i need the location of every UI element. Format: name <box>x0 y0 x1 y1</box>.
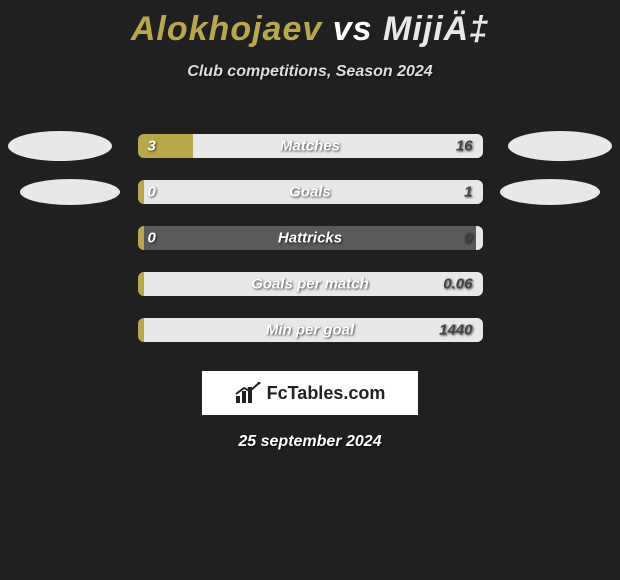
vs-text: vs <box>333 10 373 48</box>
stats-container: 3 16 Matches 0 1 Goals 0 0 Hattricks 0.06 Goals pe… <box>0 123 620 353</box>
player2-avatar-placeholder <box>508 131 612 161</box>
stat-bar: 0.06 Goals per match <box>138 272 483 296</box>
stat-value-right: 16 <box>456 138 473 155</box>
stat-label: Goals per match <box>251 276 369 293</box>
player1-avatar-placeholder <box>20 179 120 205</box>
stat-bar: 1440 Min per goal <box>138 318 483 342</box>
stat-value-left: 0 <box>148 230 156 247</box>
stat-bar-left <box>138 134 193 158</box>
fctables-logo[interactable]: FcTables.com <box>202 371 418 415</box>
chart-icon <box>235 382 261 404</box>
stat-label: Goals <box>289 184 331 201</box>
stat-value-right: 1440 <box>439 322 472 339</box>
stat-row: 0.06 Goals per match <box>0 261 620 307</box>
stat-bar: 3 16 Matches <box>138 134 483 158</box>
logo-text: FcTables.com <box>267 383 386 404</box>
stat-label: Matches <box>280 138 340 155</box>
stat-row: 1440 Min per goal <box>0 307 620 353</box>
stat-bar-left <box>138 180 145 204</box>
stat-value-right: 0.06 <box>443 276 472 293</box>
player1-name: Alokhojaev <box>131 10 322 48</box>
stat-bar: 0 1 Goals <box>138 180 483 204</box>
stat-label: Hattricks <box>278 230 342 247</box>
stat-value-left: 0 <box>148 184 156 201</box>
player2-name: MijiÄ‡ <box>383 10 489 48</box>
stat-row: 0 0 Hattricks <box>0 215 620 261</box>
stat-label: Min per goal <box>266 322 354 339</box>
stat-value-left: 3 <box>148 138 156 155</box>
stat-bar-left <box>138 318 145 342</box>
stat-row: 0 1 Goals <box>0 169 620 215</box>
comparison-title: Alokhojaev vs MijiÄ‡ <box>0 0 620 49</box>
stat-bar: 0 0 Hattricks <box>138 226 483 250</box>
stat-bar-left <box>138 272 145 296</box>
player1-avatar-placeholder <box>8 131 112 161</box>
date-text: 25 september 2024 <box>0 433 620 451</box>
stat-value-right: 1 <box>464 184 472 201</box>
stat-row: 3 16 Matches <box>0 123 620 169</box>
stat-bar-right <box>476 226 483 250</box>
subtitle: Club competitions, Season 2024 <box>0 63 620 81</box>
stat-value-right: 0 <box>464 230 472 247</box>
player2-avatar-placeholder <box>500 179 600 205</box>
stat-bar-left <box>138 226 145 250</box>
